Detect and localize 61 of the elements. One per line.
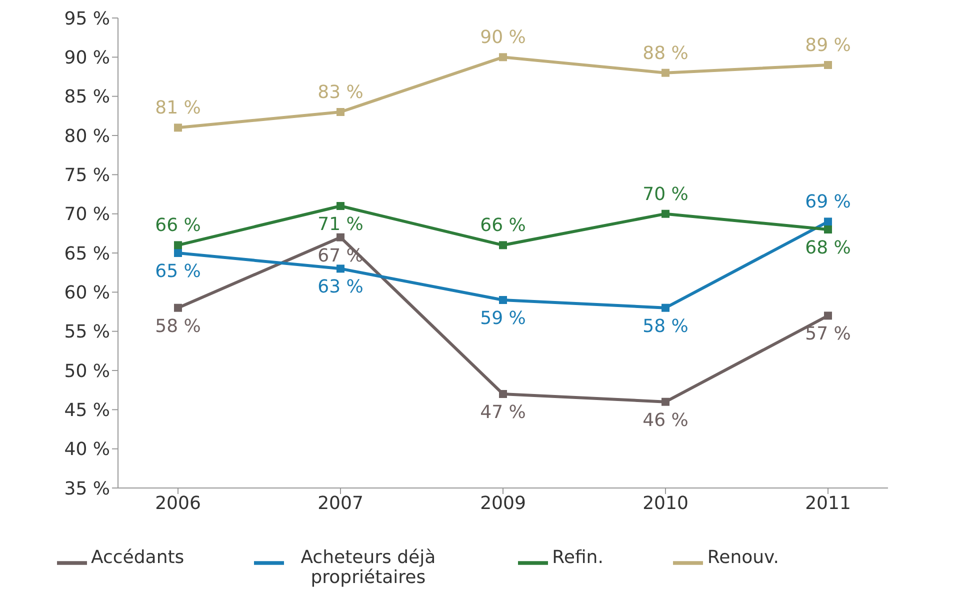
point (662, 304, 670, 312)
point (662, 398, 670, 406)
point (336, 202, 344, 210)
y-tick-label: 45 % (64, 400, 110, 422)
point (174, 249, 182, 257)
y-tick-label: 70 % (64, 204, 110, 226)
point (174, 241, 182, 250)
point (336, 108, 344, 116)
point (499, 296, 507, 304)
y-tick-label: 35 % (64, 478, 110, 500)
data-label: 69 % (805, 192, 851, 213)
data-label: 65 % (155, 261, 201, 282)
data-label: 58 % (642, 316, 688, 337)
point (824, 226, 832, 234)
y-tick-label: 65 % (64, 243, 110, 264)
data-label: 83 % (318, 82, 364, 103)
data-label: 63 % (318, 276, 364, 298)
data-label: 89 % (805, 35, 851, 56)
legend-label: Renouv. (707, 547, 779, 568)
point (824, 312, 832, 320)
point (499, 390, 507, 398)
data-label: 46 % (642, 410, 688, 431)
point (174, 124, 182, 132)
data-label: 81 % (155, 98, 201, 119)
legend-label: Accédants (91, 547, 184, 568)
y-tick-label: 90 % (64, 48, 110, 69)
data-label: 68 % (805, 238, 851, 258)
point (824, 218, 832, 226)
y-tick-label: 55 % (64, 322, 110, 343)
data-label: 58 % (155, 316, 201, 337)
y-tick-label: 85 % (64, 86, 110, 108)
data-label: 70 % (642, 184, 688, 205)
data-label: 66 % (480, 215, 526, 236)
data-label: 90 % (480, 27, 526, 48)
point (499, 241, 507, 250)
y-tick-label: 75 % (64, 165, 110, 186)
y-tick-label: 80 % (64, 126, 110, 147)
legend-label: Acheteurs déjà propriétaires (300, 547, 437, 588)
legend-label: Refin. (552, 547, 604, 568)
data-label: 47 % (480, 402, 526, 423)
y-tick-label: 40 % (64, 439, 110, 460)
x-tick-label: 2009 (480, 492, 526, 514)
point (662, 68, 670, 77)
point (662, 210, 670, 218)
data-label: 66 % (155, 215, 201, 236)
y-tick-label: 50 % (64, 360, 110, 382)
x-tick-label: 2010 (642, 492, 688, 514)
point (499, 53, 507, 62)
data-label: 71 % (318, 214, 364, 235)
x-tick-label: 2011 (805, 492, 851, 514)
x-tick-label: 2007 (318, 492, 364, 514)
data-label: 57 % (805, 324, 851, 345)
x-tick-label: 2006 (155, 492, 201, 514)
point (336, 264, 344, 273)
point (336, 233, 344, 242)
data-label: 59 % (480, 308, 526, 329)
point (174, 304, 182, 312)
y-tick-label: 95 % (64, 8, 110, 30)
data-label: 88 % (642, 42, 688, 64)
point (824, 61, 832, 69)
y-tick-label: 60 % (64, 282, 110, 304)
